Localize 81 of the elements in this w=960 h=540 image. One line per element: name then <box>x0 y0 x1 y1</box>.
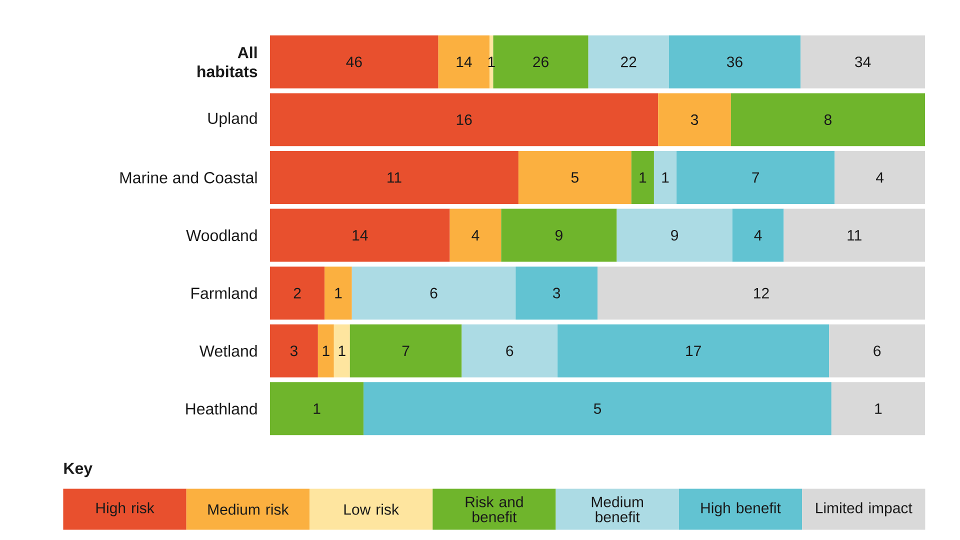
data-label: 9 <box>671 230 678 241</box>
data-label: 1 <box>640 172 646 183</box>
bar <box>270 35 438 88</box>
bar <box>270 324 318 378</box>
data-label: 1 <box>338 346 346 356</box>
bar <box>654 150 677 204</box>
data-label: 4 <box>754 230 762 240</box>
bar <box>598 266 925 320</box>
bar <box>324 266 352 320</box>
bar <box>616 208 732 262</box>
data-label: 3 <box>690 114 698 125</box>
bar <box>800 35 925 88</box>
data-label: 6 <box>874 346 881 356</box>
data-label: 1 <box>335 288 342 298</box>
text: Risk and benefit <box>466 496 523 522</box>
data-label: 4 <box>472 230 480 240</box>
data-label: 12 <box>754 288 769 298</box>
legend-title: Key <box>64 462 92 478</box>
text: High benefit <box>701 502 781 516</box>
data-label: 1 <box>314 404 320 414</box>
y-tick-label: Upland <box>208 112 257 128</box>
bar <box>270 266 325 320</box>
y-tick-label: Farmland <box>192 287 257 299</box>
data-label: 7 <box>402 346 410 356</box>
data-label: 46 <box>346 56 362 68</box>
text: Limited impact <box>816 502 912 516</box>
bar <box>829 324 925 378</box>
bar <box>834 150 925 204</box>
bar <box>588 35 669 88</box>
bar <box>450 208 502 262</box>
bar <box>270 150 518 204</box>
data-label: 1 <box>662 172 669 183</box>
data-label: 2 <box>294 288 301 298</box>
data-label: 5 <box>594 403 602 414</box>
data-label: 11 <box>388 172 402 183</box>
data-label: 14 <box>456 56 472 68</box>
data-label: 9 <box>556 230 562 241</box>
data-label: 17 <box>686 346 701 356</box>
data-label: 6 <box>506 346 514 356</box>
bar <box>518 150 632 204</box>
data-label: 36 <box>726 56 742 68</box>
bar <box>501 208 617 262</box>
bar <box>462 324 558 378</box>
y-tick-label: Woodland <box>186 229 257 242</box>
bar <box>732 208 784 262</box>
text: Medium risk <box>208 504 289 515</box>
data-label: 3 <box>290 346 298 356</box>
bar <box>438 35 490 88</box>
data-label: 14 <box>352 230 368 240</box>
bar <box>352 266 516 320</box>
text: Low risk <box>344 504 399 515</box>
data-label: 4 <box>876 172 884 183</box>
bar <box>318 324 334 378</box>
data-label: 26 <box>533 56 548 68</box>
bar <box>668 35 801 88</box>
bar <box>784 208 925 262</box>
data-label: 3 <box>552 288 560 298</box>
bar <box>631 150 654 204</box>
text: High risk <box>96 502 154 516</box>
data-label: 7 <box>752 172 760 183</box>
data-label: 34 <box>855 56 871 68</box>
data-label: 22 <box>621 56 636 68</box>
y-tick-label: Heathland <box>186 402 257 415</box>
bar <box>676 150 835 204</box>
data-label: 6 <box>430 288 438 298</box>
bar <box>270 208 450 262</box>
bar <box>516 266 598 320</box>
bar <box>350 324 462 378</box>
y-tick-label: All habitats <box>198 46 258 78</box>
bar <box>493 35 588 88</box>
data-label: 1 <box>875 404 882 414</box>
y-tick-label: Marine and Coastal <box>120 172 257 184</box>
data-label: 1 <box>322 346 330 356</box>
data-label: 5 <box>571 172 578 183</box>
bar <box>334 324 350 378</box>
bar <box>558 324 830 378</box>
data-label: 16 <box>456 114 472 125</box>
data-label: 8 <box>824 114 832 125</box>
y-tick-label: Wetland <box>199 345 257 357</box>
data-label: 11 <box>848 230 862 240</box>
text: Medium benefit <box>592 496 644 522</box>
